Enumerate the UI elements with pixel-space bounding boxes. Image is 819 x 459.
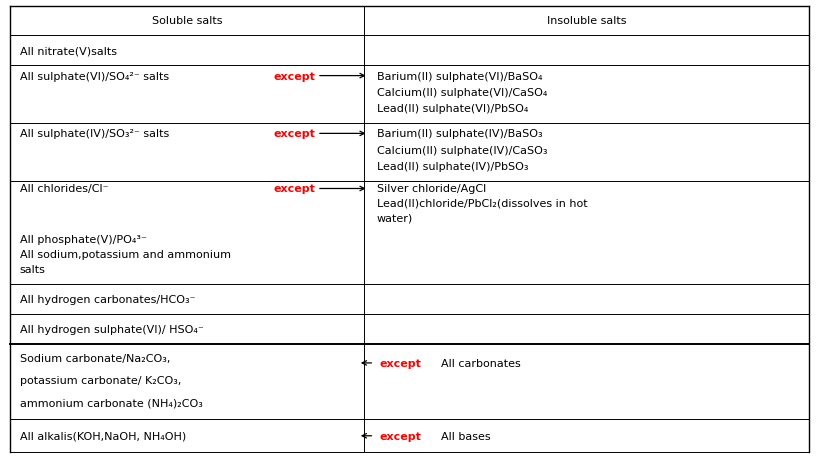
Text: Lead(II)chloride/PbCl₂(dissolves in hot: Lead(II)chloride/PbCl₂(dissolves in hot (377, 198, 587, 208)
Text: Barium(II) sulphate(IV)/BaSO₃: Barium(II) sulphate(IV)/BaSO₃ (377, 129, 542, 139)
Text: Calcium(II) sulphate(VI)/CaSO₄: Calcium(II) sulphate(VI)/CaSO₄ (377, 88, 547, 98)
Text: except: except (274, 129, 315, 139)
Text: salts: salts (20, 264, 46, 274)
Text: All bases: All bases (441, 431, 491, 441)
Text: water): water) (377, 213, 413, 223)
Text: Calcium(II) sulphate(IV)/CaSO₃: Calcium(II) sulphate(IV)/CaSO₃ (377, 145, 547, 155)
Text: Lead(II) sulphate(IV)/PbSO₃: Lead(II) sulphate(IV)/PbSO₃ (377, 162, 528, 171)
Text: potassium carbonate/ K₂CO₃,: potassium carbonate/ K₂CO₃, (20, 375, 181, 386)
Text: All alkalis(KOH,NaOH, NH₄OH): All alkalis(KOH,NaOH, NH₄OH) (20, 431, 186, 441)
Text: Silver chloride/AgCl: Silver chloride/AgCl (377, 184, 486, 194)
Text: except: except (379, 358, 421, 368)
Text: Sodium carbonate/Na₂CO₃,: Sodium carbonate/Na₂CO₃, (20, 353, 170, 363)
Text: Insoluble salts: Insoluble salts (547, 17, 627, 27)
Text: All sodium,potassium and ammonium: All sodium,potassium and ammonium (20, 250, 231, 260)
Text: ammonium carbonate (NH₄)₂CO₃: ammonium carbonate (NH₄)₂CO₃ (20, 398, 202, 408)
Text: Barium(II) sulphate(VI)/BaSO₄: Barium(II) sulphate(VI)/BaSO₄ (377, 72, 542, 81)
Text: Lead(II) sulphate(VI)/PbSO₄: Lead(II) sulphate(VI)/PbSO₄ (377, 104, 528, 114)
Text: All carbonates: All carbonates (441, 358, 520, 368)
Text: All sulphate(VI)/SO₄²⁻ salts: All sulphate(VI)/SO₄²⁻ salts (20, 72, 169, 81)
Text: Soluble salts: Soluble salts (152, 17, 223, 27)
Text: All phosphate(V)/PO₄³⁻: All phosphate(V)/PO₄³⁻ (20, 235, 147, 245)
Text: All nitrate(V)salts: All nitrate(V)salts (20, 46, 116, 56)
Text: All hydrogen carbonates/HCO₃⁻: All hydrogen carbonates/HCO₃⁻ (20, 294, 195, 304)
Text: All chlorides/Cl⁻: All chlorides/Cl⁻ (20, 184, 108, 194)
Text: except: except (379, 431, 421, 441)
Text: All sulphate(IV)/SO₃²⁻ salts: All sulphate(IV)/SO₃²⁻ salts (20, 129, 169, 139)
Text: All hydrogen sulphate(VI)/ HSO₄⁻: All hydrogen sulphate(VI)/ HSO₄⁻ (20, 325, 203, 334)
Text: except: except (274, 72, 315, 81)
Text: except: except (274, 184, 315, 194)
